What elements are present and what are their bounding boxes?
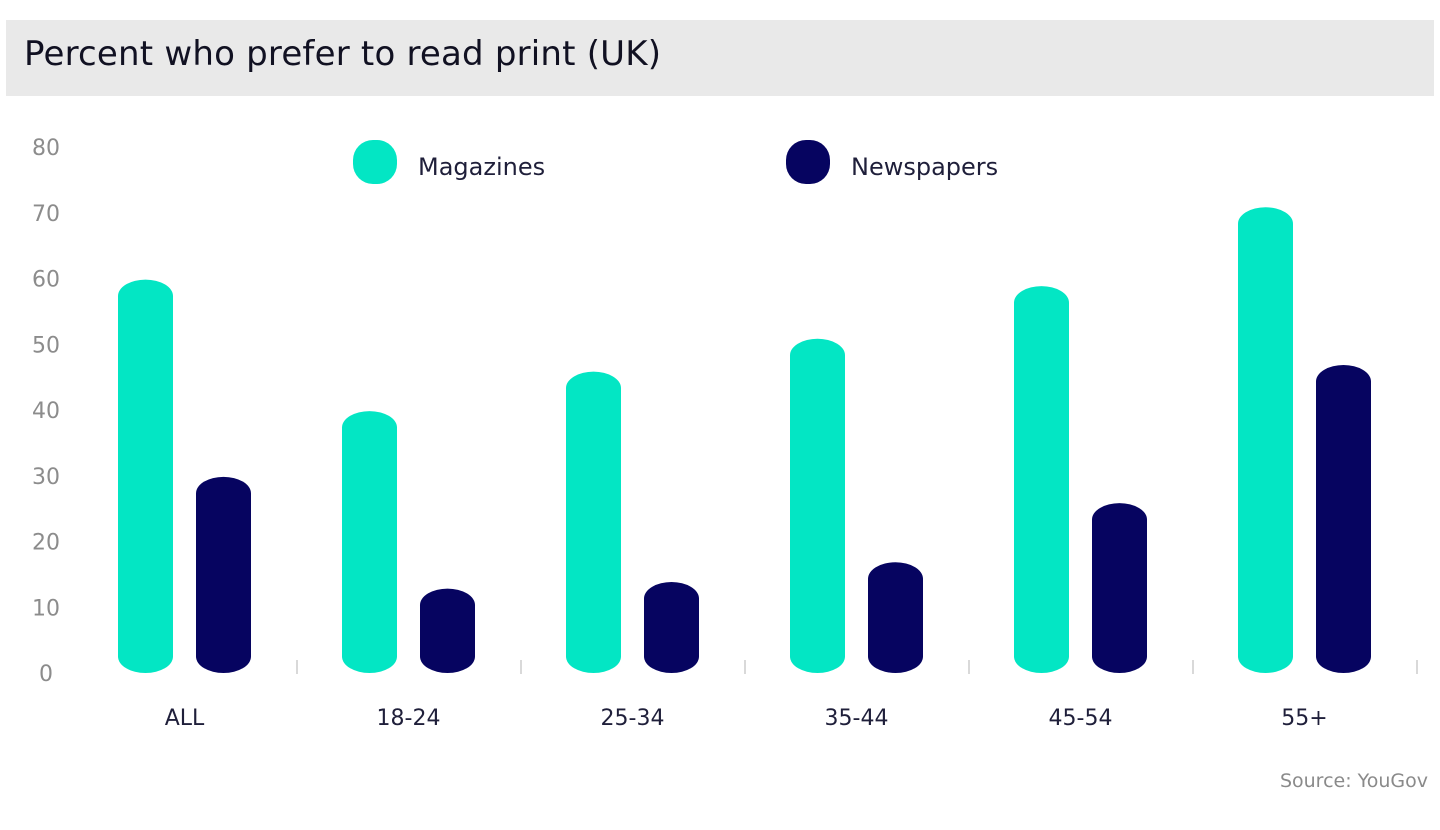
bar-newspapers-35-44 xyxy=(868,562,923,673)
bar-magazines-all xyxy=(118,279,173,673)
y-tick-label: 50 xyxy=(32,333,60,358)
y-tick-label: 10 xyxy=(32,596,60,621)
y-tick-label: 70 xyxy=(32,202,60,227)
y-tick-label: 80 xyxy=(32,136,60,161)
title-bar: Percent who prefer to read print (UK) xyxy=(6,20,1434,96)
bar-magazines-55+ xyxy=(1238,207,1293,673)
x-tick-label: 45-54 xyxy=(1049,706,1113,731)
bar-newspapers-all xyxy=(196,476,251,673)
y-tick-label: 0 xyxy=(39,662,53,687)
legend-swatch-newspapers xyxy=(786,140,830,184)
legend: Magazines Newspapers xyxy=(353,140,998,184)
x-axis: ALL 18-24 25-34 35-44 45-54 55+ xyxy=(165,660,1418,731)
bar-magazines-18-24 xyxy=(342,411,397,673)
bar-magazines-25-34 xyxy=(566,371,621,673)
bar-newspapers-55+ xyxy=(1316,365,1371,673)
bars xyxy=(118,207,1371,673)
x-tick-label: 25-34 xyxy=(601,706,665,731)
bar-newspapers-45-54 xyxy=(1092,503,1147,673)
bar-newspapers-25-34 xyxy=(644,582,699,673)
source-note: Source: YouGov xyxy=(1279,770,1428,792)
x-tick-label: ALL xyxy=(165,706,205,731)
bar-newspapers-18-24 xyxy=(420,588,475,673)
x-tick-label: 18-24 xyxy=(377,706,441,731)
y-tick-label: 20 xyxy=(32,531,60,556)
y-tick-label: 60 xyxy=(32,268,60,293)
legend-swatch-magazines xyxy=(353,140,397,184)
bar-magazines-35-44 xyxy=(790,338,845,673)
x-tick-label: 35-44 xyxy=(825,706,889,731)
y-tick-label: 30 xyxy=(32,465,60,490)
y-tick-label: 40 xyxy=(32,399,60,424)
bar-magazines-45-54 xyxy=(1014,286,1069,673)
legend-label-newspapers: Newspapers xyxy=(851,153,998,181)
x-tick-label: 55+ xyxy=(1281,706,1327,731)
legend-label-magazines: Magazines xyxy=(418,153,545,181)
y-axis: 0 10 20 30 40 50 60 70 80 xyxy=(32,136,60,687)
chart-title: Percent who prefer to read print (UK) xyxy=(24,34,662,74)
